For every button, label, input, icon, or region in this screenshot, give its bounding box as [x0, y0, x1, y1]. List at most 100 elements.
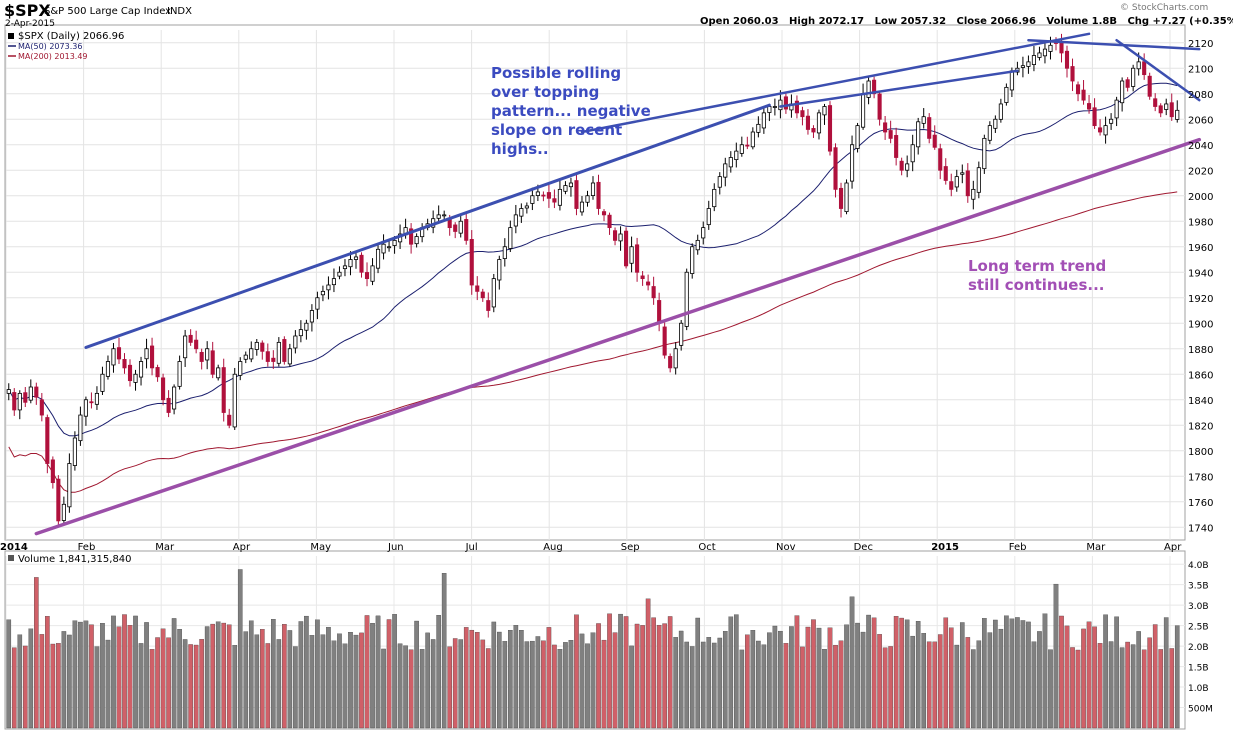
candle-body: [199, 351, 204, 362]
x-tick-label: Jul: [465, 542, 478, 553]
volume-bar: [144, 622, 149, 729]
price-y-tick-label: 2000: [1188, 192, 1213, 203]
x-tick-label: Oct: [698, 542, 715, 553]
candle-body: [122, 359, 127, 369]
volume-bar: [976, 640, 982, 729]
volume-bar: [199, 639, 204, 729]
volume-bar: [1108, 641, 1114, 729]
candle-body: [618, 233, 623, 242]
volume-bar: [711, 642, 717, 729]
candle-body: [943, 166, 948, 181]
volume-bar: [149, 649, 155, 729]
topping-annotation-line-1: Possible rolling: [491, 64, 621, 82]
candle-body: [1175, 109, 1180, 120]
candle-body: [805, 115, 811, 130]
candle-body: [172, 386, 177, 410]
volume-bar: [601, 639, 607, 729]
candle-body: [370, 265, 375, 282]
candle-body: [954, 176, 959, 188]
candle-body: [293, 335, 298, 349]
candle-body: [453, 224, 458, 232]
candle-body: [866, 80, 871, 98]
candle-body: [938, 148, 943, 171]
volume-bar: [849, 596, 855, 729]
volume-bar: [866, 614, 871, 729]
volume-bar: [122, 614, 127, 729]
volume-bar: [783, 643, 789, 729]
candle-body: [712, 188, 717, 208]
volume-bar: [695, 617, 701, 729]
volume-bar: [656, 624, 662, 729]
volume-bar: [182, 639, 188, 729]
volume-bar: [425, 632, 430, 729]
candle-body: [1153, 98, 1158, 107]
x-tick-label: Apr: [1164, 542, 1182, 553]
volume-bar: [392, 614, 397, 729]
candle-body: [794, 100, 799, 114]
candle-body: [822, 106, 827, 116]
candle-body: [298, 329, 303, 337]
price-y-tick-label: 2020: [1188, 166, 1213, 177]
volume-bar: [767, 632, 772, 729]
volume-y-tick-label: 3.0B: [1188, 602, 1209, 612]
price-y-tick-label: 2080: [1188, 90, 1213, 101]
price-y-tick-label: 1940: [1188, 268, 1213, 279]
candle-body: [596, 181, 601, 209]
candle-body: [778, 99, 783, 111]
volume-bar: [304, 615, 309, 729]
volume-bar: [237, 569, 243, 729]
price-y-tick-label: 1900: [1188, 319, 1213, 330]
candle-body: [205, 348, 210, 361]
volume-bar: [651, 617, 656, 729]
candle-body: [585, 195, 590, 203]
volume-bar: [1174, 625, 1180, 729]
candle-body: [83, 399, 88, 417]
volume-bar: [882, 647, 888, 729]
volume-bar: [375, 615, 381, 729]
candle-body: [745, 144, 750, 147]
candle-body: [39, 399, 44, 416]
volume-bar: [56, 643, 61, 729]
volume-bar: [94, 646, 100, 729]
candle-body: [1131, 67, 1136, 87]
volume-bar: [331, 640, 337, 729]
x-tick-label: Feb: [78, 542, 96, 553]
candle-body: [607, 214, 612, 229]
volume-bar: [519, 630, 524, 729]
volume-bar: [1053, 583, 1059, 729]
candle-body: [315, 297, 320, 310]
volume-bar: [276, 639, 282, 729]
candle-body: [635, 244, 640, 273]
candle-body: [56, 478, 61, 522]
volume-bar: [805, 626, 811, 729]
volume-bar: [871, 617, 877, 729]
volume-bar: [1081, 628, 1086, 729]
candle-body: [326, 284, 331, 291]
candle-body: [827, 105, 833, 152]
price-panel: [4, 24, 1186, 541]
volume-bar: [1048, 649, 1053, 729]
candle-body: [1125, 79, 1130, 88]
candle-body: [50, 459, 55, 484]
candle-body: [552, 198, 557, 203]
candle-body: [684, 271, 689, 327]
volume-bar: [193, 644, 199, 729]
candle-body: [409, 228, 414, 245]
candle-body: [133, 373, 138, 383]
candle-body: [662, 326, 667, 356]
ma50-legend: MA(50) 2073.36: [18, 42, 82, 51]
candle-body: [1020, 65, 1025, 68]
topping-annotation-line-2: over topping: [491, 83, 599, 101]
volume-bar: [745, 634, 750, 729]
candle-body: [849, 144, 855, 182]
candle-body: [276, 341, 281, 364]
price-y-tick-label: 1880: [1188, 345, 1213, 356]
volume-bar: [1125, 641, 1130, 729]
candle-body: [61, 503, 66, 521]
candle-body: [993, 118, 998, 129]
candle-body: [888, 130, 893, 139]
candle-body: [348, 259, 353, 268]
volume-bar: [1103, 614, 1108, 729]
candle-body: [210, 350, 215, 375]
